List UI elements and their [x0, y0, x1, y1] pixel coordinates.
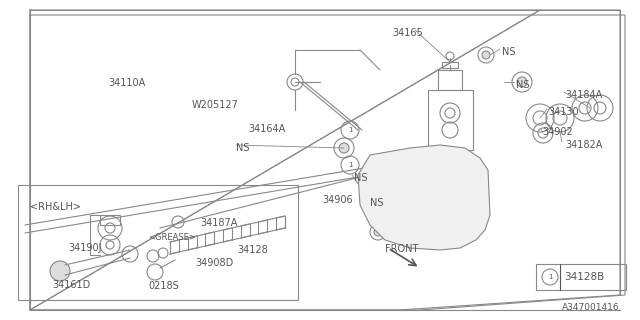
Text: NS: NS — [236, 143, 250, 153]
Text: 0218S: 0218S — [148, 281, 179, 291]
Text: NS: NS — [502, 47, 515, 57]
Bar — [536, 264, 626, 290]
Text: 34128B: 34128B — [564, 272, 604, 282]
Text: FRONT: FRONT — [385, 244, 419, 254]
Text: 1: 1 — [348, 127, 352, 133]
Circle shape — [50, 261, 70, 281]
Circle shape — [482, 51, 490, 59]
Bar — [442, 62, 458, 68]
Text: 34128: 34128 — [237, 245, 268, 255]
Circle shape — [373, 208, 383, 218]
Text: 34184A: 34184A — [565, 90, 602, 100]
Text: NS: NS — [370, 198, 383, 208]
Text: 1: 1 — [548, 274, 552, 280]
Text: 34187A: 34187A — [200, 218, 237, 228]
Text: 34165: 34165 — [392, 28, 423, 38]
Text: 34182A: 34182A — [565, 140, 602, 150]
Text: <GREASE>: <GREASE> — [148, 233, 196, 242]
Text: 34902: 34902 — [542, 127, 573, 137]
Text: 34110A: 34110A — [108, 78, 145, 88]
Text: 34130: 34130 — [548, 107, 579, 117]
Circle shape — [517, 77, 527, 87]
Text: NS: NS — [516, 80, 529, 90]
Text: 1: 1 — [348, 162, 352, 168]
Circle shape — [374, 228, 382, 236]
Circle shape — [339, 143, 349, 153]
Text: 34164A: 34164A — [248, 124, 285, 134]
Text: 34906: 34906 — [322, 195, 353, 205]
Text: A347001416: A347001416 — [563, 303, 620, 312]
Bar — [18, 185, 298, 300]
Text: W205127: W205127 — [192, 100, 239, 110]
Polygon shape — [358, 145, 490, 250]
Bar — [428, 90, 473, 150]
Bar — [438, 70, 462, 90]
Text: NS: NS — [354, 173, 367, 183]
Bar — [100, 215, 120, 225]
Text: 34190J: 34190J — [68, 243, 102, 253]
Text: 34908D: 34908D — [195, 258, 233, 268]
Text: 34161D: 34161D — [52, 280, 90, 290]
Text: <RH&LH>: <RH&LH> — [30, 202, 81, 212]
